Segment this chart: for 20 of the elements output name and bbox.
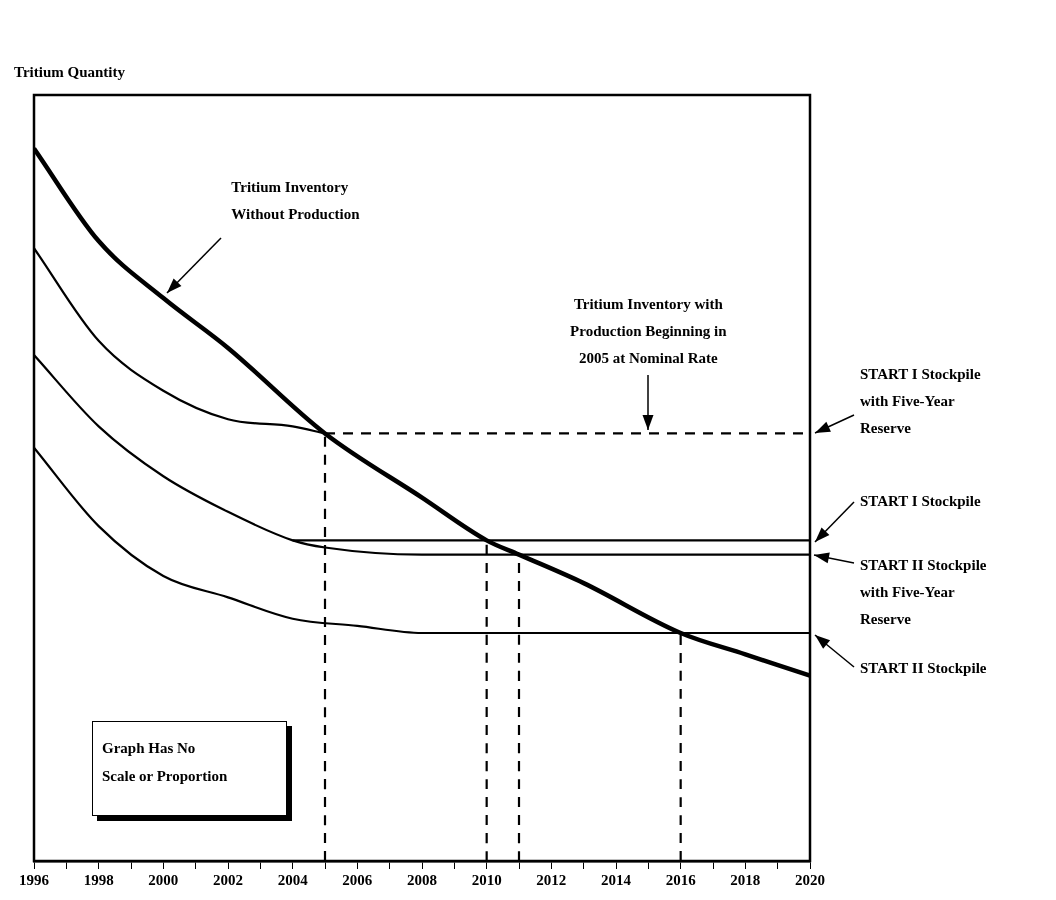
annotation: START II Stockpile with Five-Year Reserve — [860, 557, 987, 628]
x-tick-label: 2012 — [536, 871, 567, 888]
x-tick-label: 2020 — [795, 871, 825, 888]
x-tick-label: 2002 — [213, 871, 243, 888]
x-tick-label: 2014 — [601, 871, 632, 888]
annotation: Tritium Inventory with Production Beginning in 2005 at Nominal Rate — [570, 296, 728, 367]
y-axis-title: Tritium Quantity — [14, 63, 126, 80]
x-tick-label: 2010 — [471, 871, 502, 888]
x-tick-label: 2006 — [342, 871, 373, 888]
x-tick-label: 2016 — [665, 871, 697, 888]
x-tick-label: 2000 — [148, 871, 179, 888]
annotation: START I Stockpile — [860, 493, 981, 510]
x-tick-label: 1996 — [19, 871, 50, 888]
annotation: Tritium Inventory Without Production — [231, 178, 361, 222]
x-tick-label: 2004 — [277, 871, 309, 888]
annotation: START II Stockpile — [860, 659, 987, 676]
x-tick-label: 1998 — [83, 871, 114, 888]
x-tick-label: 2008 — [407, 871, 437, 888]
x-tick-label: 2018 — [730, 871, 761, 888]
annotation: START I Stockpile with Five-Year Reserve — [860, 366, 981, 437]
